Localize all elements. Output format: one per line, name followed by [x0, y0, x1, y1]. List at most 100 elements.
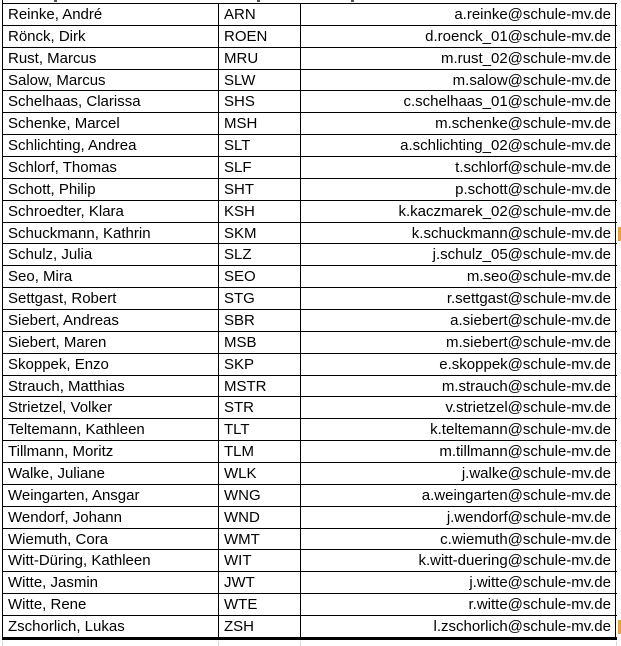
cell-code[interactable]: SHT [219, 178, 301, 200]
cell-email[interactable]: a.weingarten@schule-mv.de [301, 484, 616, 506]
cell-email[interactable]: m.schenke@schule-mv.de [301, 113, 616, 135]
cell-name[interactable]: Witte, Jasmin [3, 572, 219, 594]
table-row[interactable]: Schlorf, Thomas SLF t.schlorf@schule-mv.… [3, 157, 617, 179]
cell-email[interactable]: m.siebert@schule-mv.de [301, 331, 616, 353]
cell-email[interactable]: c.wiemuth@schule-mv.de [301, 528, 616, 550]
table-row[interactable]: Siebert, Maren MSB m.siebert@schule-mv.d… [3, 331, 617, 354]
cell-code[interactable]: SBR [219, 310, 301, 331]
table-row[interactable]: Seo, Mira SEO m.seo@schule-mv.de [3, 266, 617, 289]
cell-name[interactable]: Zschorlich, Lukas [3, 616, 219, 638]
cell-email[interactable]: r.settgast@schule-mv.de [301, 288, 616, 310]
cell-code[interactable]: SLZ [219, 244, 301, 266]
table-row[interactable]: Witte, Jasmin JWT j.witte@schule-mv.de [3, 572, 617, 595]
table-row[interactable]: Witt-Düring, Kathleen WIT k.witt-duering… [3, 550, 617, 573]
cell-name[interactable]: Rust, Marcus [3, 47, 219, 69]
cell-code[interactable]: SLT [219, 135, 301, 157]
cell-name[interactable]: Wiemuth, Cora [3, 528, 219, 550]
cell-email[interactable]: m.tillmann@schule-mv.de [301, 441, 616, 463]
table-row[interactable]: Tillmann, Moritz TLM m.tillmann@schule-m… [3, 441, 617, 464]
cell-name[interactable]: Weingarten, Ansgar [3, 484, 219, 506]
cell-name[interactable]: Schuckmann, Kathrin [3, 222, 219, 244]
cell-code[interactable]: WIT [219, 550, 301, 572]
cell-email[interactable]: e.skoppek@schule-mv.de [301, 353, 616, 375]
table-row[interactable]: Reinke, André ARN a.reinke@schule-mv.de [3, 4, 617, 26]
cell-email[interactable]: j.wendorf@schule-mv.de [301, 506, 616, 528]
cell-email[interactable]: a.siebert@schule-mv.de [301, 310, 616, 331]
cell-code[interactable]: WLK [219, 463, 301, 484]
table-row[interactable]: Rust, Marcus MRU m.rust_02@schule-mv.de [3, 47, 617, 70]
cell-email[interactable]: k.schuckmann@schule-mv.de [301, 222, 616, 244]
table-row[interactable]: Settgast, Robert STG r.settgast@schule-m… [3, 288, 617, 311]
cell-code[interactable]: STG [219, 288, 301, 310]
cell-code[interactable]: SLF [219, 157, 301, 178]
cell-name[interactable]: Rönck, Dirk [3, 25, 219, 47]
cell-code[interactable]: ARN [219, 4, 301, 25]
table-row[interactable]: Rönck, Dirk ROEN d.roenck_01@schule-mv.d… [3, 25, 617, 48]
cell-email[interactable]: m.seo@schule-mv.de [301, 266, 616, 288]
table-row[interactable]: Siebert, Andreas SBR a.siebert@schule-mv… [3, 310, 617, 332]
cell-code[interactable]: SKM [219, 222, 301, 244]
cell-email[interactable]: k.teltemann@schule-mv.de [301, 419, 616, 441]
table-row[interactable]: Schelhaas, Clarissa SHS c.schelhaas_01@s… [3, 91, 617, 114]
table-row[interactable]: Weingarten, Ansgar WNG a.weingarten@schu… [3, 484, 617, 507]
table-row[interactable]: Schlichting, Andrea SLT a.schlichting_02… [3, 135, 617, 158]
cell-name[interactable]: Walke, Juliane [3, 463, 219, 484]
table-row[interactable]: Schenke, Marcel MSH m.schenke@schule-mv.… [3, 113, 617, 136]
table-row[interactable]: Schroedter, Klara KSH k.kaczmarek_02@sch… [3, 200, 617, 223]
cell-code[interactable]: TLM [219, 441, 301, 463]
table-row[interactable]: Schott, Philip SHT p.schott@schule-mv.de [3, 178, 617, 201]
cell-code[interactable]: KSH [219, 200, 301, 222]
cell-email[interactable]: j.walke@schule-mv.de [301, 463, 616, 484]
cell-code[interactable]: WTE [219, 594, 301, 616]
cell-email[interactable]: l.zschorlich@schule-mv.de [301, 616, 616, 638]
cell-name[interactable]: Strauch, Matthias [3, 375, 219, 397]
table-row[interactable]: Zschorlich, Lukas ZSH l.zschorlich@schul… [3, 616, 617, 641]
cell-name[interactable]: Schelhaas, Clarissa [3, 91, 219, 113]
cell-code[interactable]: SLW [219, 69, 301, 91]
cell-code[interactable]: ZSH [219, 616, 301, 638]
cell-email[interactable]: t.schlorf@schule-mv.de [301, 157, 616, 178]
cell-code[interactable]: WND [219, 506, 301, 528]
cell-email[interactable]: p.schott@schule-mv.de [301, 178, 616, 200]
cell-name[interactable]: Witt-Düring, Kathleen [3, 550, 219, 572]
cell-code[interactable]: SEO [219, 266, 301, 288]
table-row[interactable]: Schulz, Julia SLZ j.schulz_05@schule-mv.… [3, 244, 617, 267]
cell-email[interactable]: a.reinke@schule-mv.de [301, 4, 616, 25]
table-row[interactable]: Strauch, Matthias MSTR m.strauch@schule-… [3, 375, 617, 398]
cell-code[interactable]: SHS [219, 91, 301, 113]
cell-code[interactable]: JWT [219, 572, 301, 594]
table-row[interactable]: Teltemann, Kathleen TLT k.teltemann@schu… [3, 419, 617, 442]
cell-code[interactable]: WMT [219, 528, 301, 550]
cell-email[interactable]: m.rust_02@schule-mv.de [301, 47, 616, 69]
cell-email[interactable]: j.witte@schule-mv.de [301, 572, 616, 594]
table-row[interactable]: Wiemuth, Cora WMT c.wiemuth@schule-mv.de [3, 528, 617, 551]
cell-email[interactable]: k.kaczmarek_02@schule-mv.de [301, 200, 616, 222]
cell-name[interactable]: Strietzel, Volker [3, 397, 219, 419]
cell-code[interactable]: MSTR [219, 375, 301, 397]
cell-name[interactable]: Seo, Mira [3, 266, 219, 288]
cell-name[interactable]: Wendorf, Johann [3, 506, 219, 528]
cell-name[interactable]: Reinke, André [3, 4, 219, 25]
cell-code[interactable]: MSH [219, 113, 301, 135]
cell-code[interactable]: MSB [219, 331, 301, 353]
cell-code[interactable]: MRU [219, 47, 301, 69]
cell-name[interactable]: Schenke, Marcel [3, 113, 219, 135]
cell-email[interactable]: m.salow@schule-mv.de [301, 69, 616, 91]
cell-code[interactable]: WNG [219, 484, 301, 506]
cell-code[interactable]: STR [219, 397, 301, 419]
cell-email[interactable]: m.strauch@schule-mv.de [301, 375, 616, 397]
table-row[interactable]: Wendorf, Johann WND j.wendorf@schule-mv.… [3, 506, 617, 529]
cell-name[interactable]: Schlichting, Andrea [3, 135, 219, 157]
table-row[interactable]: Strietzel, Volker STR v.strietzel@schule… [3, 397, 617, 420]
cell-name[interactable]: Schroedter, Klara [3, 200, 219, 222]
cell-name[interactable]: Salow, Marcus [3, 69, 219, 91]
cell-name[interactable]: Siebert, Maren [3, 331, 219, 353]
table-row[interactable]: Witte, Rene WTE r.witte@schule-mv.de [3, 594, 617, 617]
cell-email[interactable]: j.schulz_05@schule-mv.de [301, 244, 616, 266]
cell-name[interactable]: Schulz, Julia [3, 244, 219, 266]
cell-name[interactable]: Settgast, Robert [3, 288, 219, 310]
cell-code[interactable]: SKP [219, 353, 301, 375]
cell-name[interactable]: Schott, Philip [3, 178, 219, 200]
cell-name[interactable]: Siebert, Andreas [3, 310, 219, 331]
cell-email[interactable]: v.strietzel@schule-mv.de [301, 397, 616, 419]
